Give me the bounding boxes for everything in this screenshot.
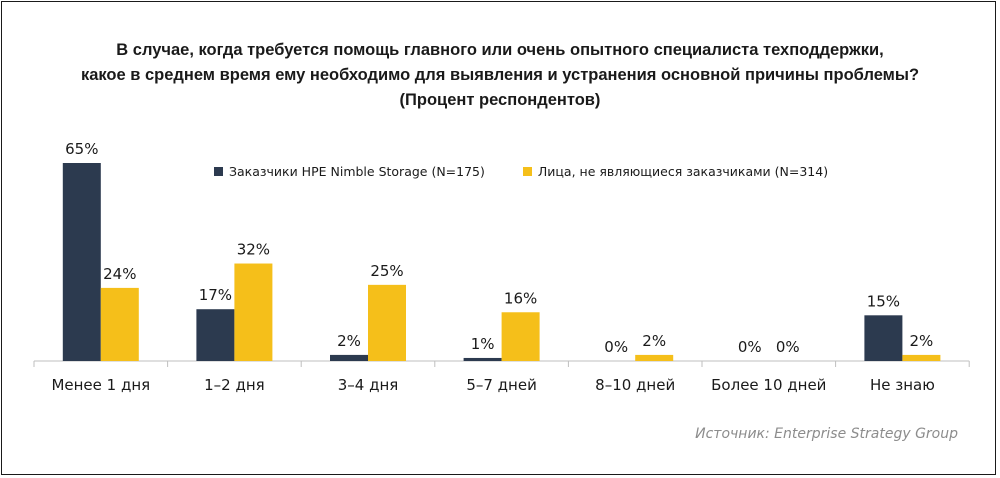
legend-label-non-customers: Лица, не являющиеся заказчиками (N=314) xyxy=(537,163,829,179)
data-label: 32% xyxy=(237,241,270,259)
data-label: 2% xyxy=(910,332,934,350)
data-label: 0% xyxy=(776,338,800,356)
chart-title: В случае, когда требуется помощь главног… xyxy=(0,38,1000,113)
bar-customers xyxy=(196,309,235,361)
legend-swatch-customers xyxy=(214,166,223,176)
data-label: 2% xyxy=(642,332,666,350)
data-label: 25% xyxy=(370,262,403,280)
bar-non-customers xyxy=(368,284,406,361)
data-label: 2% xyxy=(337,332,361,350)
category-label: 8–10 дней xyxy=(595,376,675,394)
category-label: Более 10 дней xyxy=(711,376,826,394)
bar-non-customers xyxy=(635,354,674,361)
chart-title-line-2: какое в среднем время ему необходимо для… xyxy=(80,66,920,84)
bar-non-customers xyxy=(234,263,273,361)
bar-customers xyxy=(330,354,368,361)
category-label: Не знаю xyxy=(870,376,935,394)
data-label: 15% xyxy=(867,292,900,310)
legend-swatch-non-customers xyxy=(522,166,532,176)
data-label: 16% xyxy=(504,289,537,307)
chart-title-line-1: В случае, когда требуется помощь главног… xyxy=(116,41,884,59)
bar-non-customers xyxy=(501,312,540,361)
source-note: Источник: Enterprise Strategy Group xyxy=(695,426,958,442)
chart-legend: Заказчики HPE Nimble Storage (N=175) Лиц… xyxy=(214,161,828,181)
category-label: 1–2 дня xyxy=(204,376,265,394)
data-label: 0% xyxy=(738,338,762,356)
data-label: 0% xyxy=(604,338,628,356)
data-label: 17% xyxy=(199,286,232,304)
category-label: 3–4 дня xyxy=(338,376,399,394)
data-label: 1% xyxy=(471,335,495,353)
data-label: 65% xyxy=(65,140,98,158)
data-label: 24% xyxy=(103,265,136,283)
bar-customers xyxy=(864,315,903,361)
bar-customers xyxy=(62,163,101,361)
legend-item-non-customers: Лица, не являющиеся заказчиками (N=314) xyxy=(522,163,829,179)
chart-title-line-3: (Процент респондентов) xyxy=(399,91,601,109)
legend-label-customers: Заказчики HPE Nimble Storage (N=175) xyxy=(229,163,485,179)
bar-non-customers xyxy=(902,354,941,361)
category-label: Менее 1 дня xyxy=(51,376,150,394)
legend-item-customers: Заказчики HPE Nimble Storage (N=175) xyxy=(214,164,485,179)
bar-non-customers xyxy=(100,287,139,361)
bar-customers xyxy=(463,357,502,361)
category-label: 5–7 дней xyxy=(466,376,537,394)
